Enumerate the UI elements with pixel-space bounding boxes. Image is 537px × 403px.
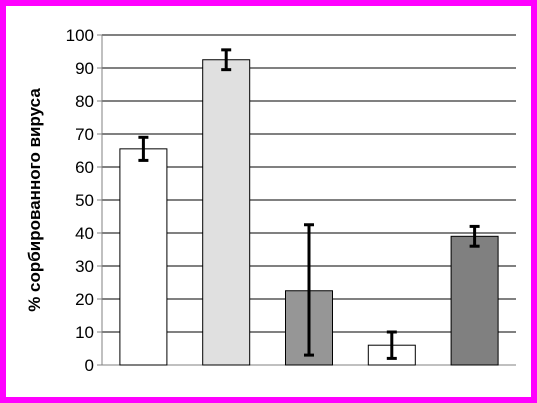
bar-5 xyxy=(450,235,499,366)
y-tick-label-100: 100 xyxy=(66,26,94,45)
bar-2 xyxy=(202,59,251,366)
bar-1 xyxy=(119,148,168,366)
y-tick-label-90: 90 xyxy=(75,59,94,78)
error-bar-2 xyxy=(221,48,232,72)
error-bar-1 xyxy=(138,135,149,162)
y-tick-labels: 0 10 20 30 40 50 60 70 80 90 100 xyxy=(66,26,94,375)
y-tick-label-10: 10 xyxy=(75,323,94,342)
error-bars xyxy=(138,48,480,360)
error-bar-3 xyxy=(304,223,314,357)
y-tick-label-70: 70 xyxy=(75,125,94,144)
y-tick-label-40: 40 xyxy=(75,224,94,243)
y-tick-label-20: 20 xyxy=(75,290,94,309)
error-bar-4 xyxy=(386,330,397,360)
error-bar-5 xyxy=(469,224,480,248)
y-axis-label: % сорбированного вируса xyxy=(25,88,44,312)
bars xyxy=(119,59,499,366)
y-tick-label-60: 60 xyxy=(75,158,94,177)
chart-frame: 0 10 20 30 40 50 60 70 80 90 100 % сорбированного … xyxy=(6,6,531,397)
y-tick-label-50: 50 xyxy=(75,191,94,210)
y-tick-label-80: 80 xyxy=(75,92,94,111)
y-tick-label-30: 30 xyxy=(75,257,94,276)
y-tick-label-0: 0 xyxy=(85,356,94,375)
bar-chart: 0 10 20 30 40 50 60 70 80 90 100 % сорбированного … xyxy=(25,26,516,375)
